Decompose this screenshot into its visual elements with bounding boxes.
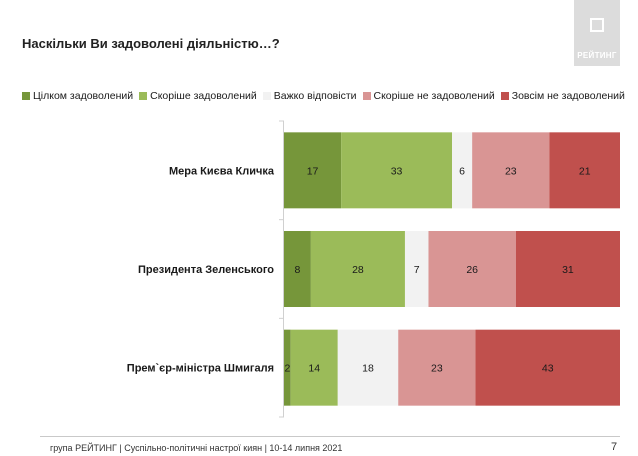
data-label: 6 [459, 165, 465, 177]
bar-segment [404, 231, 429, 307]
bar-segment [290, 329, 338, 406]
legend-label: Скоріше не задоволений [373, 90, 495, 102]
data-label: 43 [542, 363, 554, 375]
bar-segment [475, 329, 620, 406]
bar-segment [515, 231, 620, 307]
data-label: 26 [466, 264, 478, 276]
data-label: 18 [362, 363, 374, 375]
legend-label: Скоріше задоволений [150, 90, 257, 102]
page-number: 7 [611, 441, 618, 453]
legend-swatch [262, 92, 271, 100]
bar-segment [310, 231, 405, 307]
category-label: Президента Зеленського [138, 264, 274, 276]
bar-segment [472, 132, 550, 209]
legend-item: Цілком задоволений [22, 90, 133, 102]
bar-segment [284, 329, 291, 406]
legend-item: Скоріше не задоволений [362, 90, 495, 102]
legend-swatch [139, 92, 148, 100]
data-label: 23 [505, 165, 517, 177]
data-label: 8 [295, 264, 301, 276]
data-label: 17 [307, 165, 319, 177]
logo-text: РЕЙТИНГ [577, 51, 617, 60]
data-label: 33 [391, 165, 403, 177]
legend-item: Скоріше задоволений [139, 90, 257, 102]
legend-swatch [500, 92, 509, 100]
brand-logo: РЕЙТИНГ [574, 0, 620, 66]
data-label: 21 [579, 165, 591, 177]
data-label: 28 [352, 264, 364, 276]
bar-segment [337, 329, 399, 406]
bar-segment [341, 132, 452, 209]
bar-segment [398, 329, 476, 406]
chart-title: Наскільки Ви задоволені діяльністю…? [22, 36, 280, 51]
footer-divider [40, 436, 620, 437]
logo-mark-icon [590, 18, 604, 32]
bar-segment [284, 231, 311, 307]
data-label: 2 [284, 363, 290, 375]
bar-segment [452, 132, 473, 209]
legend-label: Цілком задоволений [33, 90, 134, 102]
data-label: 7 [414, 264, 420, 276]
legend-label: Важко відповісти [273, 90, 357, 102]
data-label: 31 [562, 264, 574, 276]
bar-segment [284, 132, 342, 209]
data-label: 14 [308, 363, 320, 375]
category-label: Мера Києва Кличка [169, 165, 275, 177]
data-label: 23 [431, 363, 443, 375]
category-label: Прем`єр-міністра Шмигаля [127, 363, 274, 375]
chart-legend: Цілком задоволений Скоріше задоволений Важ… [22, 90, 631, 102]
bar-segment [428, 231, 516, 307]
legend-swatch [22, 92, 30, 100]
legend-item: Важко відповісти [262, 90, 357, 102]
footer-text: група РЕЙТИНГ | Суспільно-політичні наст… [50, 443, 343, 453]
legend-item: Зовсім не задоволений [500, 90, 625, 102]
legend-label: Зовсім не задоволений [511, 90, 625, 102]
bar-segment [549, 132, 620, 209]
legend-swatch [362, 92, 371, 100]
